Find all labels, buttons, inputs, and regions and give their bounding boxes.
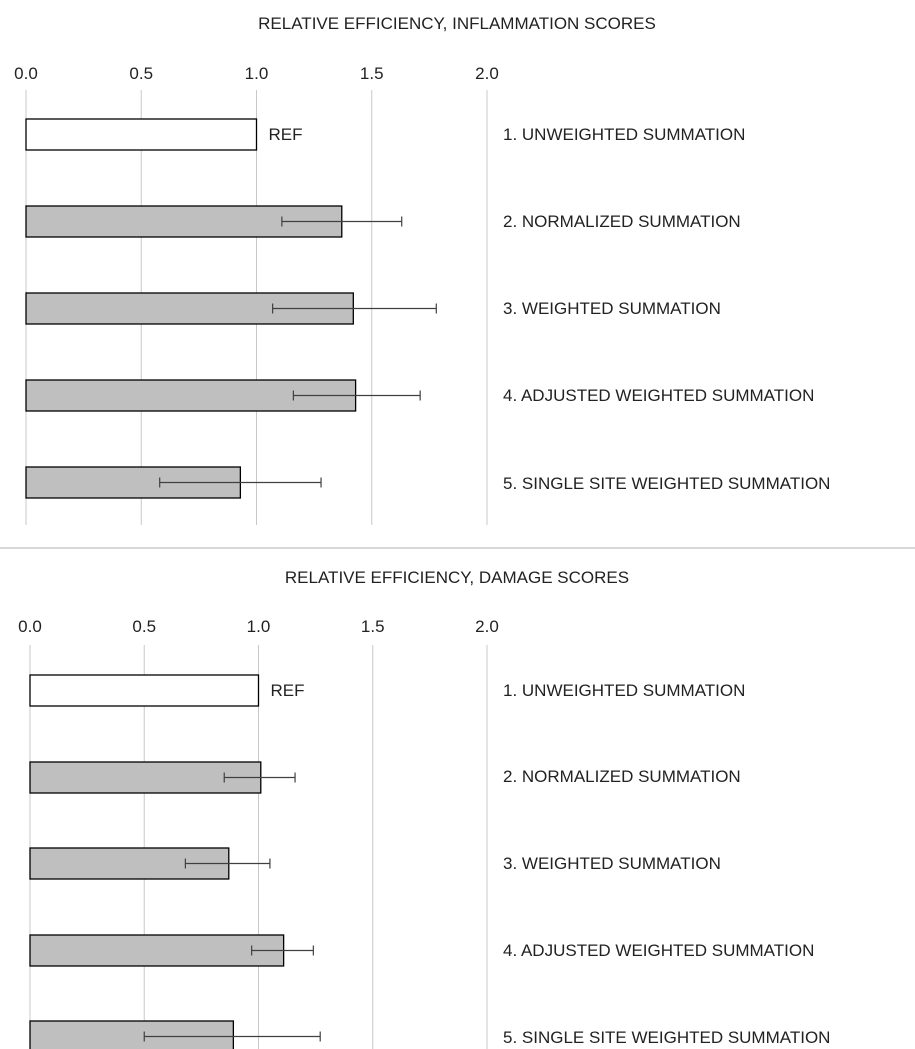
x-tick-label: 1.0 (247, 617, 271, 636)
x-tick-label: 0.5 (132, 617, 156, 636)
bar-label: REF (269, 125, 303, 144)
damage-chart: RELATIVE EFFICIENCY, DAMAGE SCORES 0.0 0.5… (18, 568, 830, 1049)
category-label: 2. NORMALIZED SUMMATION (503, 767, 741, 786)
chart-title: RELATIVE EFFICIENCY, DAMAGE SCORES (285, 568, 629, 587)
category-label: 4. ADJUSTED WEIGHTED SUMMATION (503, 386, 814, 405)
x-tick-label: 1.5 (361, 617, 385, 636)
category-label: 3. WEIGHTED SUMMATION (503, 854, 721, 873)
category-label: 2. NORMALIZED SUMMATION (503, 212, 741, 231)
bar (29, 761, 262, 794)
bar (29, 1020, 235, 1049)
x-tick-label: 0.5 (129, 64, 153, 83)
bar (29, 674, 260, 707)
x-tick-label: 0.0 (14, 64, 38, 83)
x-tick-label: 1.5 (360, 64, 384, 83)
x-tick-label: 1.0 (245, 64, 269, 83)
category-label: 5. SINGLE SITE WEIGHTED SUMMATION (503, 1028, 830, 1047)
bar (29, 934, 285, 967)
x-tick-label: 2.0 (475, 617, 499, 636)
category-label: 1. UNWEIGHTED SUMMATION (503, 125, 745, 144)
chart-title: RELATIVE EFFICIENCY, INFLAMMATION SCORES (258, 14, 656, 33)
bar-label: REF (271, 681, 305, 700)
category-label: 1. UNWEIGHTED SUMMATION (503, 681, 745, 700)
x-tick-label: 0.0 (18, 617, 42, 636)
x-tick-label: 2.0 (475, 64, 499, 83)
bar (25, 118, 258, 151)
category-label: 5. SINGLE SITE WEIGHTED SUMMATION (503, 474, 830, 493)
category-label: 4. ADJUSTED WEIGHTED SUMMATION (503, 941, 814, 960)
inflammation-chart: RELATIVE EFFICIENCY, INFLAMMATION SCORES… (14, 14, 830, 525)
category-label: 3. WEIGHTED SUMMATION (503, 299, 721, 318)
